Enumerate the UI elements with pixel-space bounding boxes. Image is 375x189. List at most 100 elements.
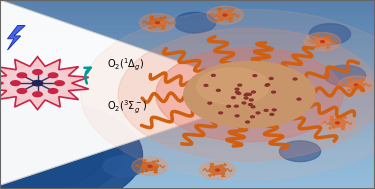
Bar: [0, 184, 375, 189]
Bar: [0, 9, 375, 14]
Bar: [0, 118, 375, 123]
Circle shape: [132, 157, 168, 175]
Circle shape: [211, 74, 215, 76]
Bar: [0, 0, 375, 5]
Circle shape: [321, 41, 324, 43]
Circle shape: [245, 93, 249, 95]
Circle shape: [149, 19, 166, 27]
Bar: [0, 137, 375, 142]
Bar: [0, 66, 375, 71]
Circle shape: [269, 77, 273, 79]
Circle shape: [209, 166, 226, 174]
Circle shape: [266, 84, 270, 86]
Bar: [0, 19, 375, 24]
Bar: [0, 24, 375, 28]
Bar: [0, 156, 375, 161]
Circle shape: [235, 88, 239, 90]
Circle shape: [272, 109, 276, 111]
Circle shape: [297, 98, 301, 100]
Bar: [0, 151, 375, 156]
Circle shape: [207, 6, 243, 24]
Circle shape: [17, 89, 27, 93]
Circle shape: [314, 37, 331, 46]
Circle shape: [251, 116, 254, 118]
Circle shape: [253, 75, 257, 77]
Circle shape: [200, 161, 236, 179]
Circle shape: [234, 105, 238, 107]
Bar: [0, 123, 375, 128]
Text: O$_2$($^1\Delta_g$): O$_2$($^1\Delta_g$): [107, 57, 144, 73]
Bar: [0, 14, 375, 19]
Circle shape: [0, 98, 142, 189]
Polygon shape: [0, 0, 274, 185]
Bar: [0, 76, 375, 80]
Circle shape: [246, 121, 249, 123]
Circle shape: [270, 113, 274, 115]
Polygon shape: [0, 57, 88, 110]
Circle shape: [48, 73, 58, 78]
Bar: [0, 180, 375, 184]
Circle shape: [244, 94, 248, 96]
Circle shape: [223, 14, 227, 16]
Circle shape: [219, 112, 222, 114]
Bar: [0, 165, 375, 170]
Circle shape: [354, 84, 358, 86]
Circle shape: [348, 81, 364, 89]
Circle shape: [251, 106, 255, 108]
Circle shape: [156, 47, 343, 142]
Circle shape: [32, 81, 43, 86]
Circle shape: [48, 89, 58, 93]
Bar: [0, 80, 375, 85]
Bar: [0, 57, 375, 61]
Circle shape: [148, 165, 152, 167]
Bar: [0, 170, 375, 175]
Circle shape: [0, 118, 103, 189]
Bar: [0, 85, 375, 90]
Bar: [0, 47, 375, 52]
Bar: [0, 52, 375, 57]
Circle shape: [55, 81, 64, 86]
Circle shape: [272, 91, 275, 93]
Bar: [0, 71, 375, 76]
Circle shape: [249, 99, 253, 101]
Bar: [0, 146, 375, 151]
Circle shape: [265, 84, 269, 86]
Circle shape: [264, 109, 268, 111]
Circle shape: [244, 97, 248, 99]
Circle shape: [197, 68, 269, 104]
Circle shape: [0, 108, 122, 189]
Circle shape: [336, 122, 339, 124]
Circle shape: [237, 93, 241, 94]
Circle shape: [256, 112, 260, 114]
Circle shape: [227, 105, 231, 107]
Circle shape: [11, 81, 20, 86]
Bar: [0, 128, 375, 132]
Bar: [0, 5, 375, 9]
Bar: [0, 61, 375, 66]
Circle shape: [242, 102, 246, 104]
Circle shape: [81, 9, 375, 180]
Circle shape: [217, 11, 233, 19]
Circle shape: [252, 91, 255, 93]
Circle shape: [304, 33, 340, 51]
Circle shape: [324, 65, 366, 86]
Circle shape: [184, 61, 315, 128]
Bar: [0, 175, 375, 180]
Circle shape: [17, 73, 27, 78]
Circle shape: [140, 14, 176, 32]
Circle shape: [329, 119, 346, 127]
Bar: [0, 142, 375, 146]
Bar: [0, 109, 375, 113]
Polygon shape: [8, 26, 25, 50]
Circle shape: [216, 169, 219, 171]
Circle shape: [208, 102, 212, 104]
Circle shape: [204, 84, 208, 86]
Circle shape: [293, 78, 297, 80]
Circle shape: [320, 114, 356, 132]
Circle shape: [6, 67, 69, 99]
Bar: [0, 43, 375, 47]
Text: O$_2$($^3\Sigma_g^-$): O$_2$($^3\Sigma_g^-$): [107, 99, 148, 116]
Circle shape: [338, 76, 374, 94]
Circle shape: [238, 84, 242, 86]
Circle shape: [236, 91, 239, 93]
